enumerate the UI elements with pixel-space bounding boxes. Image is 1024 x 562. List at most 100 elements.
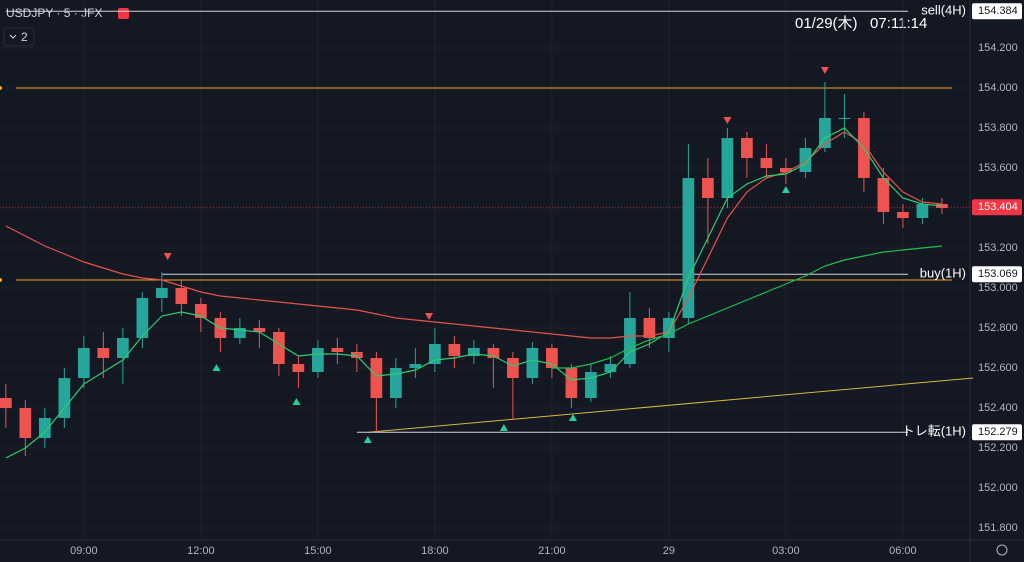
level-price: 154.384 [978, 5, 1018, 17]
y-tick-label: 153.800 [978, 122, 1018, 134]
candle-body [682, 178, 695, 318]
sell-signal [723, 117, 732, 124]
candle-body [195, 304, 207, 318]
candle-body [448, 344, 461, 356]
buy-signal [292, 398, 301, 405]
candle-body [838, 118, 851, 119]
candle-body [234, 328, 246, 338]
buy-signal [499, 424, 508, 431]
candle-body [897, 212, 909, 218]
candle-body [936, 204, 948, 208]
plot-area [0, 10, 974, 459]
buy-signal [781, 186, 790, 193]
y-tick-label: 152.800 [978, 322, 1018, 334]
trendline [368, 377, 974, 433]
sell-signal [820, 67, 829, 74]
candle-body [19, 408, 32, 438]
candle-body [156, 288, 168, 298]
x-tick-label: 06:00 [889, 545, 917, 557]
last-price-box [972, 199, 1022, 216]
candle-body [175, 288, 188, 304]
y-tick-label: 153.600 [978, 162, 1018, 174]
level-name: sell(4H) [921, 3, 966, 18]
x-tick-label: 15:00 [304, 545, 332, 557]
candle-body [390, 368, 402, 398]
y-tick-label: 152.000 [978, 482, 1018, 494]
candle-body [624, 318, 636, 364]
candle-body [546, 348, 558, 368]
symbol: USDJPY · 5 · JFX [6, 6, 102, 20]
candle-body [39, 418, 51, 438]
candle-body [663, 318, 675, 338]
candle-body [819, 118, 831, 148]
y-tick-label: 153.000 [978, 282, 1018, 294]
level-name: buy(1H) [920, 266, 966, 281]
settings-icon[interactable] [996, 544, 1008, 556]
candle-body [136, 298, 149, 338]
x-tick-label: 09:00 [70, 545, 98, 557]
level-price-box [972, 266, 1022, 283]
level-price: 152.279 [978, 426, 1018, 438]
line-handle [0, 278, 2, 282]
chevron [9, 34, 17, 39]
y-tick-label: 154.200 [978, 42, 1018, 54]
candle-body [429, 344, 441, 364]
candle-body [643, 318, 656, 338]
x-tick-label: 12:00 [187, 545, 215, 557]
y-tick-label: 154.000 [978, 82, 1018, 94]
candle-body [331, 348, 344, 352]
candle-body [0, 398, 12, 408]
y-tick-label: 152.200 [978, 442, 1018, 454]
buy-signal [568, 414, 577, 421]
x-tick-label: 18:00 [421, 545, 449, 557]
moving-average [551, 245, 942, 369]
candle-body [253, 328, 266, 332]
candle-body [585, 372, 597, 398]
sell-signal [163, 253, 172, 260]
line-handle [0, 86, 2, 90]
candle-body [799, 148, 812, 172]
level-name: トレ転(1H) [902, 424, 966, 439]
moving-average [5, 127, 942, 459]
candle-body [370, 358, 383, 398]
candle-body [78, 348, 90, 378]
candle-body [877, 178, 890, 212]
buy-signal [212, 364, 221, 371]
candle-body [409, 364, 422, 368]
candle-body [916, 204, 929, 218]
moving-average [5, 131, 942, 339]
candle-body [741, 138, 753, 158]
candle-body [565, 368, 578, 398]
candle-body [97, 348, 110, 358]
y-tick-label: 151.800 [978, 522, 1018, 534]
x-tick-label: 29 [663, 545, 675, 557]
candle-body [780, 168, 792, 172]
candle-body [721, 138, 734, 198]
level-price-box [972, 424, 1022, 441]
last-price: 153.404 [978, 201, 1018, 213]
candle-body [760, 158, 773, 168]
y-tick-label: 153.200 [978, 242, 1018, 254]
sell-signal [425, 313, 434, 320]
level-price: 153.069 [978, 268, 1018, 280]
candle-body [58, 378, 71, 418]
flag[interactable] [118, 8, 129, 19]
indicator-count: 2 [21, 30, 28, 44]
indicator-toggle[interactable] [3, 27, 35, 47]
candle-body [292, 364, 305, 372]
y-tick-label: 152.400 [978, 402, 1018, 414]
candle-body [312, 348, 324, 372]
clock: 01/29(木) 07:11:14 [795, 15, 927, 32]
candle-body [468, 348, 480, 356]
y-tick-label: 152.600 [978, 362, 1018, 374]
buy-signal [363, 436, 372, 443]
candle-body [487, 348, 500, 358]
x-tick-label: 21:00 [538, 545, 566, 557]
candle-body [702, 178, 714, 198]
candle-body [273, 332, 285, 364]
candle-body [351, 352, 363, 358]
candle-body [526, 348, 539, 378]
candle-body [507, 358, 519, 378]
